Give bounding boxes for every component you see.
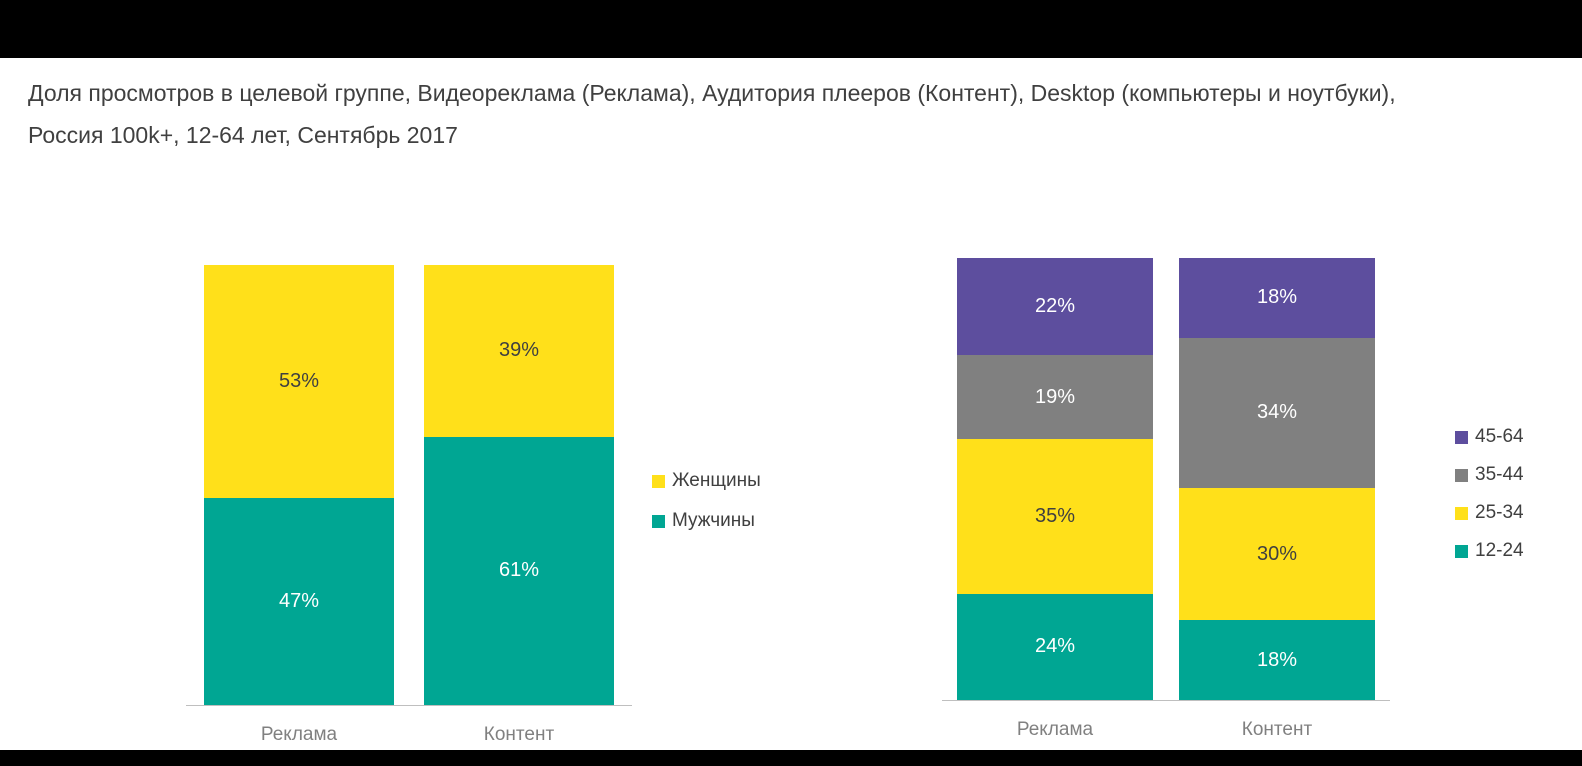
legend-item-Мужчины: Мужчины [652, 510, 761, 532]
legend-swatch-icon [652, 474, 665, 488]
legend-swatch-icon [1455, 506, 1468, 520]
legend-swatch-icon [1455, 430, 1468, 444]
slide-background: Доля просмотров в целевой группе, Видеор… [0, 58, 1582, 750]
stacked-bar: 18% 30% 34% 18% [1179, 258, 1375, 700]
age-share-chart: 24% 35% 19% 22% 18% 30% 34% 18% Реклама Контент [942, 258, 1390, 741]
stacked-bar: 47% 53% [204, 265, 394, 705]
legend-item-45-64: 45-64 [1455, 426, 1524, 448]
legend-swatch-icon [1455, 468, 1468, 482]
bar-segment-45-64: 22% [957, 258, 1153, 356]
segment-value-label: 24% [1034, 635, 1076, 658]
segment-value-label: 22% [1034, 295, 1076, 318]
segment-value-label: 61% [498, 559, 540, 582]
segment-value-label: 39% [498, 339, 540, 362]
legend-swatch-icon [1455, 544, 1468, 558]
bar-segment-Мужчины: 61% [424, 436, 614, 705]
legend-item-12-24: 12-24 [1455, 540, 1524, 562]
gender-share-chart: 47% 53% 61% 39% Реклама Контент [186, 265, 632, 746]
gender-chart-x-axis: Реклама Контент [186, 724, 632, 746]
segment-value-label: 30% [1256, 542, 1298, 565]
bar-segment-45-64: 18% [1179, 258, 1375, 338]
bar-segment-Мужчины: 47% [204, 498, 394, 705]
legend-item-35-44: 35-44 [1455, 464, 1524, 486]
segment-value-label: 18% [1256, 286, 1298, 309]
bar-segment-35-44: 19% [957, 355, 1153, 440]
legend-swatch-icon [652, 514, 665, 528]
gender-chart-legend: Женщины Мужчины [652, 470, 761, 532]
segment-value-label: 34% [1256, 401, 1298, 424]
chart-title: Доля просмотров в целевой группе, Видеор… [28, 80, 1396, 148]
gender-chart-plot-area: 47% 53% 61% 39% [186, 265, 632, 706]
legend-item-25-34: 25-34 [1455, 502, 1524, 524]
bar-segment-Женщины: 39% [424, 265, 614, 437]
bar-segment-12-24: 24% [957, 593, 1153, 700]
age-chart-legend: 45-64 35-44 25-34 12-24 [1455, 426, 1524, 562]
legend-label: 12-24 [1475, 540, 1524, 561]
bar-segment-12-24: 18% [1179, 620, 1375, 700]
category-label: Контент [1241, 719, 1313, 740]
legend-label: 45-64 [1475, 426, 1524, 447]
legend-label: Мужчины [672, 510, 755, 531]
category-label: Реклама [260, 724, 338, 745]
stacked-bar: 24% 35% 19% 22% [957, 258, 1153, 700]
stacked-bar: 61% 39% [424, 265, 614, 705]
segment-value-label: 47% [278, 590, 320, 613]
legend-item-Женщины: Женщины [652, 470, 761, 492]
legend-label: 35-44 [1475, 464, 1524, 485]
segment-value-label: 35% [1034, 505, 1076, 528]
segment-value-label: 18% [1256, 648, 1298, 671]
legend-label: 25-34 [1475, 502, 1524, 523]
age-chart-x-axis: Реклама Контент [942, 719, 1390, 741]
bar-segment-25-34: 30% [1179, 487, 1375, 621]
age-chart-plot-area: 24% 35% 19% 22% 18% 30% 34% 18% [942, 258, 1390, 701]
legend-label: Женщины [672, 470, 761, 491]
segment-value-label: 19% [1034, 385, 1076, 408]
category-label: Реклама [1016, 719, 1094, 740]
segment-value-label: 53% [278, 370, 320, 393]
bar-segment-Женщины: 53% [204, 265, 394, 499]
bar-segment-25-34: 35% [957, 439, 1153, 594]
bar-segment-35-44: 34% [1179, 337, 1375, 488]
category-label: Контент [483, 724, 555, 745]
